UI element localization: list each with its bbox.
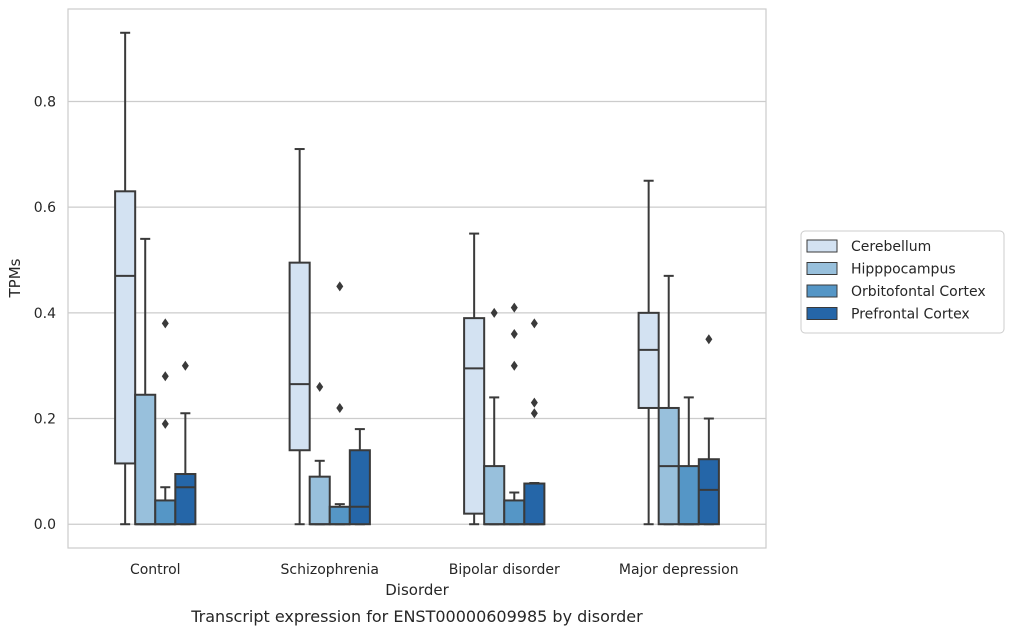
box-series	[114, 31, 720, 526]
box-body	[677, 465, 700, 526]
y-tick-label: 0.0	[34, 517, 56, 533]
box	[677, 396, 700, 526]
box	[348, 428, 371, 526]
outlier-point	[510, 360, 518, 371]
box-body	[288, 261, 311, 452]
box-body	[174, 473, 197, 526]
legend-swatch	[806, 239, 838, 253]
outlier-point	[336, 281, 344, 292]
plot-area-frame	[67, 8, 767, 549]
box-body	[483, 465, 506, 526]
y-tick-label: 0.6	[34, 200, 56, 216]
box	[523, 318, 546, 526]
y-axis-label: TPMs	[6, 258, 24, 298]
box	[503, 302, 526, 526]
box-body	[523, 482, 546, 526]
x-tick-label: Bipolar disorder	[449, 562, 560, 578]
outlier-point	[705, 334, 713, 345]
legend-swatch	[806, 307, 838, 320]
outlier-point	[530, 318, 538, 329]
y-tick-labels: 0.0 0.2 0.4 0.6 0.8	[34, 94, 56, 533]
outlier-point	[510, 302, 518, 313]
outlier-point	[510, 328, 518, 339]
box-body	[328, 505, 351, 526]
legend-label: Hipppocampus	[851, 262, 956, 278]
y-tick-label: 0.8	[34, 94, 56, 110]
box-body	[637, 311, 660, 409]
box-body	[154, 499, 177, 526]
box-body	[463, 317, 486, 515]
box	[637, 179, 660, 526]
x-tick-label: Control	[130, 562, 181, 578]
box-body	[697, 458, 720, 526]
outlier-point	[316, 381, 324, 392]
legend-label: Cerebellum	[851, 239, 931, 255]
box	[134, 237, 157, 526]
legend-label: Prefrontal Cortex	[851, 307, 970, 323]
legend-swatch	[806, 284, 838, 298]
x-tick-label: Schizophrenia	[281, 562, 379, 578]
outlier-point	[161, 418, 169, 429]
box	[483, 307, 506, 526]
box	[328, 281, 351, 526]
x-tick-label: Major depression	[619, 562, 739, 578]
outlier-point	[161, 371, 169, 382]
outlier-point	[181, 360, 189, 371]
chart-caption: Transcript expression for ENST0000060998…	[190, 607, 643, 626]
box-body	[134, 393, 157, 526]
outlier-point	[530, 397, 538, 408]
box	[114, 31, 137, 526]
box	[154, 318, 177, 526]
outlier-point	[490, 307, 498, 318]
box	[463, 232, 486, 526]
x-axis-label: Disorder	[385, 581, 449, 599]
box	[308, 381, 331, 526]
box-body	[503, 499, 526, 526]
box	[288, 148, 311, 526]
y-tick-label: 0.4	[34, 306, 56, 322]
outlier-point	[336, 402, 344, 413]
box	[657, 274, 680, 526]
legend-swatch	[806, 262, 838, 275]
box-body	[114, 190, 137, 465]
x-tick-labels: Control Schizophrenia Bipolar disorder Majo…	[130, 562, 739, 578]
box	[174, 360, 197, 526]
box	[697, 334, 720, 526]
box-body	[308, 475, 331, 526]
y-tick-label: 0.2	[34, 412, 56, 428]
box-body	[348, 449, 371, 526]
legend-box	[800, 230, 1005, 334]
legend-label: Orbitofontal Cortex	[851, 284, 986, 300]
outlier-point	[161, 318, 169, 329]
outlier-point	[530, 408, 538, 419]
legend: Cerebellum Hipppocampus Orbitofontal Corte…	[800, 230, 1005, 334]
